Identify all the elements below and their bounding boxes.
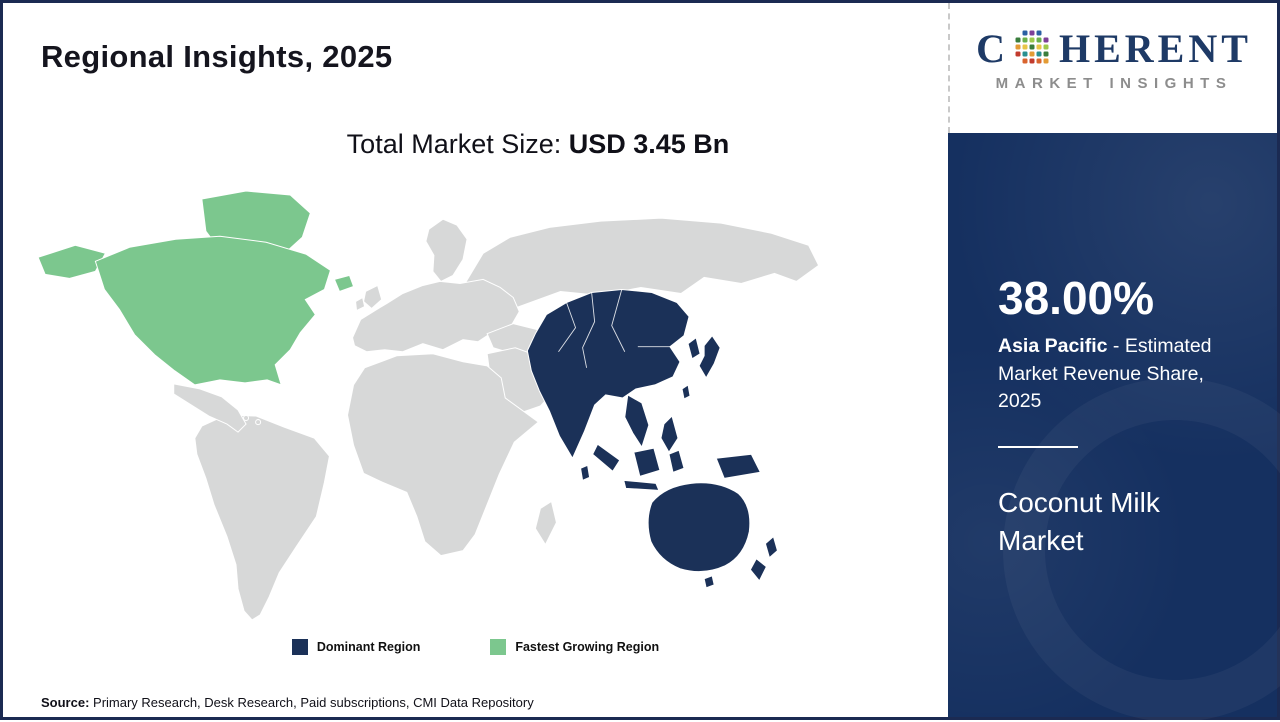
legend-item-dominant: Dominant Region [291, 639, 421, 655]
map-region-other [173, 217, 820, 621]
highlight-sidebar: 38.00% Asia Pacific - Estimated Market R… [948, 133, 1280, 722]
coherent-logo-subtitle: MARKET INSIGHTS [995, 75, 1233, 92]
world-map [31, 185, 879, 627]
total-market-size-label: Total Market Size: [346, 129, 569, 159]
region-name: Asia Pacific [998, 335, 1108, 357]
coherent-logo-dot-o-icon [1015, 30, 1049, 64]
market-share-description: Asia Pacific - Estimated Market Revenue … [998, 333, 1236, 416]
map-region-dominant [526, 288, 779, 589]
legend-item-fastest: Fastest Growing Region [490, 639, 659, 655]
sidebar-divider [998, 446, 1078, 449]
fastest-growing-region-swatch [490, 639, 507, 655]
total-market-size: Total Market Size: USD 3.45 Bn [3, 129, 1073, 160]
logo-letters-herent: HERENT [1058, 26, 1252, 71]
total-market-size-value: USD 3.45 Bn [568, 129, 730, 159]
market-name: Coconut Milk Market [998, 487, 1160, 556]
coherent-logo: C HERENT MARKET INSIGHTS [958, 27, 1270, 93]
coherent-logo-wordmark: C HERENT [958, 27, 1270, 71]
page-title: Regional Insights, 2025 [41, 39, 393, 74]
dominant-region-swatch [291, 639, 308, 655]
map-region-fastest-growing [37, 190, 355, 386]
source-text: Primary Research, Desk Research, Paid su… [89, 695, 534, 710]
logo-letter-c: C [976, 26, 1009, 71]
source-label: Source: [41, 695, 90, 710]
market-share-percentage: 38.00% [998, 272, 1155, 324]
dominant-region-label: Dominant Region [316, 640, 421, 654]
source-line: Source: Primary Research, Desk Research,… [41, 695, 534, 710]
map-legend: Dominant Region Fastest Growing Region [3, 639, 948, 655]
logo-separator [948, 3, 950, 133]
region-description: - Estimated Market Revenue Share, 2025 [998, 335, 1212, 413]
fastest-growing-region-label: Fastest Growing Region [515, 640, 660, 654]
